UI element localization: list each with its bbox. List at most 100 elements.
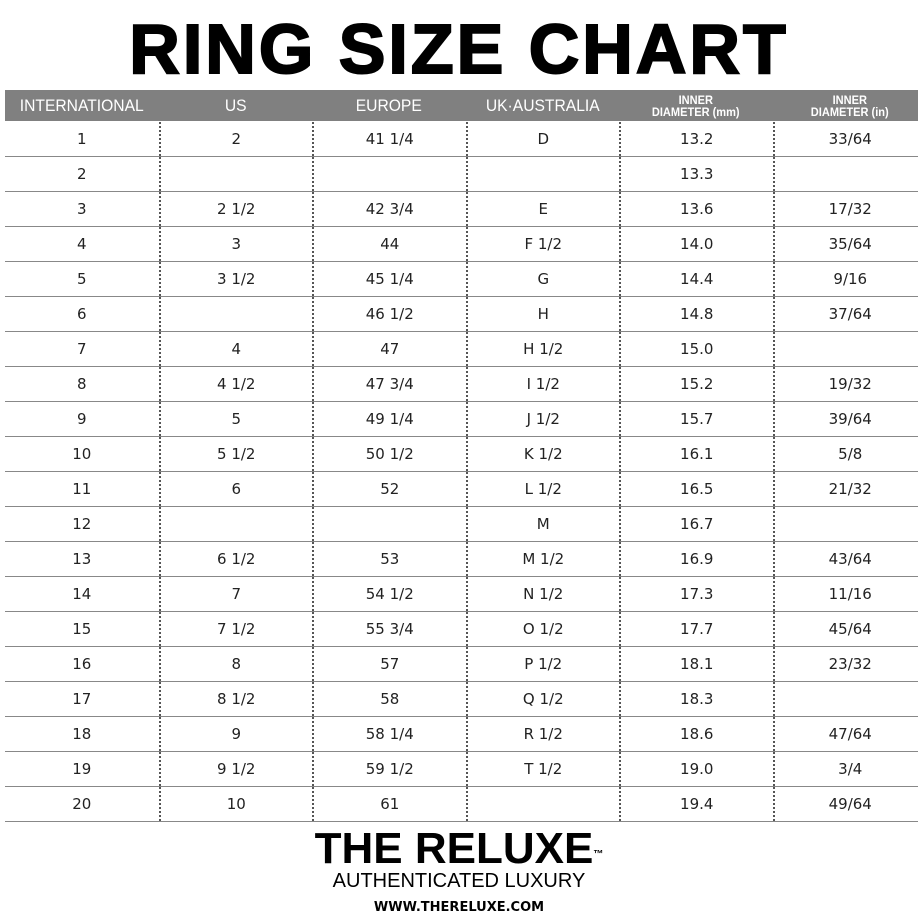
table-cell: 7: [76, 340, 87, 358]
table-cell: [158, 297, 313, 331]
table-cell: 10: [158, 787, 313, 821]
table-cell: 19/32: [772, 367, 918, 401]
table-cell: E: [465, 192, 620, 226]
table-cell: P 1/2: [465, 647, 620, 681]
table-row: 2 13.3: [5, 157, 918, 192]
table-cell: 41 1/4: [312, 122, 466, 156]
table-cell: 3 1/2: [158, 262, 313, 296]
table-cell: 13: [72, 550, 92, 568]
table-cell: 33/64: [772, 122, 918, 156]
table-row: 16 8 57 P 1/2 18.1 23/32: [5, 647, 918, 682]
table-row: 15 7 1/2 55 3/4 O 1/2 17.7 45/64: [5, 612, 918, 647]
table-cell: J 1/2: [465, 402, 620, 436]
table-row: 18 9 58 1/4 R 1/2 18.6 47/64: [5, 717, 918, 752]
table-cell: 35/64: [772, 227, 918, 261]
table-cell: 14.0: [619, 227, 773, 261]
table-cell: 15: [72, 620, 92, 638]
table-cell: 13.3: [619, 157, 773, 191]
trademark: ™: [593, 849, 604, 860]
table-cell: 50 1/2: [312, 437, 466, 471]
table-cell: 55 3/4: [312, 612, 466, 646]
table-row: 6 46 1/2 H 14.8 37/64: [5, 297, 918, 332]
table-cell: 17: [72, 690, 92, 708]
table-cell: 17.7: [619, 612, 773, 646]
column-header: EUROPE: [355, 95, 422, 115]
table-cell: 5/8: [772, 437, 918, 471]
table-cell: 9/16: [772, 262, 918, 296]
table-cell: 8 1/2: [158, 682, 313, 716]
brand-footer: THE RELUXE™ AUTHENTICATED LUXURY WWW.THE…: [0, 826, 918, 916]
table-cell: 59 1/2: [312, 752, 466, 786]
table-cell: 45/64: [772, 612, 918, 646]
table-cell: 2: [76, 165, 87, 183]
table-cell: 61: [312, 787, 466, 821]
table-cell: 47/64: [772, 717, 918, 751]
table-cell: 17.3: [619, 577, 773, 611]
table-cell: 13.2: [619, 122, 773, 156]
table-cell: 9: [158, 717, 313, 751]
table-cell: 15.0: [619, 332, 773, 366]
table-cell: 3: [76, 200, 87, 218]
table-cell: M: [465, 507, 620, 541]
table-cell: [772, 682, 918, 716]
table-cell: 4: [158, 332, 313, 366]
page-title: RING SIZE CHART: [128, 10, 789, 88]
table-cell: 19.4: [619, 787, 773, 821]
column-header: INNER DIAMETER (in): [779, 94, 918, 118]
table-cell: [312, 507, 466, 541]
table-body: 1 2 41 1/4 D 13.2 33/64 2 13.3 3 2 1/2 42 3/4 E 13.6…: [5, 121, 918, 822]
table-cell: N 1/2: [465, 577, 620, 611]
table-row: 9 5 49 1/4 J 1/2 15.7 39/64: [5, 402, 918, 437]
table-row: 10 5 1/2 50 1/2 K 1/2 16.1 5/8: [5, 437, 918, 472]
table-cell: 16.1: [619, 437, 773, 471]
table-cell: 19.0: [619, 752, 773, 786]
table-cell: 3: [158, 227, 313, 261]
table-row: 4 3 44 F 1/2 14.0 35/64: [5, 227, 918, 262]
table-row: 17 8 1/2 58 Q 1/2 18.3: [5, 682, 918, 717]
table-cell: H 1/2: [465, 332, 620, 366]
table-cell: [158, 157, 313, 191]
table-cell: D: [465, 122, 620, 156]
table-cell: H: [465, 297, 620, 331]
table-cell: K 1/2: [465, 437, 620, 471]
brand-website: WWW.THERELUXE.COM: [373, 900, 545, 915]
table-cell: G: [465, 262, 620, 296]
table-cell: [465, 787, 620, 821]
table-cell: 18.1: [619, 647, 773, 681]
table-cell: R 1/2: [465, 717, 620, 751]
table-cell: L 1/2: [465, 472, 620, 506]
table-cell: 46 1/2: [312, 297, 466, 331]
table-cell: F 1/2: [465, 227, 620, 261]
table-cell: 49/64: [772, 787, 918, 821]
table-cell: 15.7: [619, 402, 773, 436]
table-cell: 16.5: [619, 472, 773, 506]
table-cell: [158, 507, 313, 541]
table-cell: 18.6: [619, 717, 773, 751]
table-cell: 53: [312, 542, 466, 576]
table-cell: 5: [158, 402, 313, 436]
table-row: 19 9 1/2 59 1/2 T 1/2 19.0 3/4: [5, 752, 918, 787]
column-header: US: [224, 95, 247, 115]
table-cell: 15.2: [619, 367, 773, 401]
table-cell: 8: [158, 647, 313, 681]
table-cell: 42 3/4: [312, 192, 466, 226]
table-cell: 16.7: [619, 507, 773, 541]
table-cell: 7: [158, 577, 313, 611]
column-header: UK·AUSTRALIA: [485, 95, 600, 115]
table-cell: 6: [158, 472, 313, 506]
table-cell: 8: [76, 375, 87, 393]
table-cell: 58 1/4: [312, 717, 466, 751]
table-cell: 37/64: [772, 297, 918, 331]
table-cell: 58: [312, 682, 466, 716]
table-cell: [465, 157, 620, 191]
ring-size-table: INTERNATIONAL US EUROPE UK·AUSTRALIA INNER DI…: [5, 90, 918, 822]
brand-tagline: AUTHENTICATED LUXURY: [332, 870, 586, 892]
table-cell: 39/64: [772, 402, 918, 436]
table-row: 1 2 41 1/4 D 13.2 33/64: [5, 122, 918, 157]
column-header-line: DIAMETER (mm): [651, 104, 740, 119]
table-cell: 11/16: [772, 577, 918, 611]
brand-logo: THE RELUXE™: [0, 826, 918, 872]
table-cell: 17/32: [772, 192, 918, 226]
table-cell: 43/64: [772, 542, 918, 576]
table-cell: 4: [76, 235, 87, 253]
